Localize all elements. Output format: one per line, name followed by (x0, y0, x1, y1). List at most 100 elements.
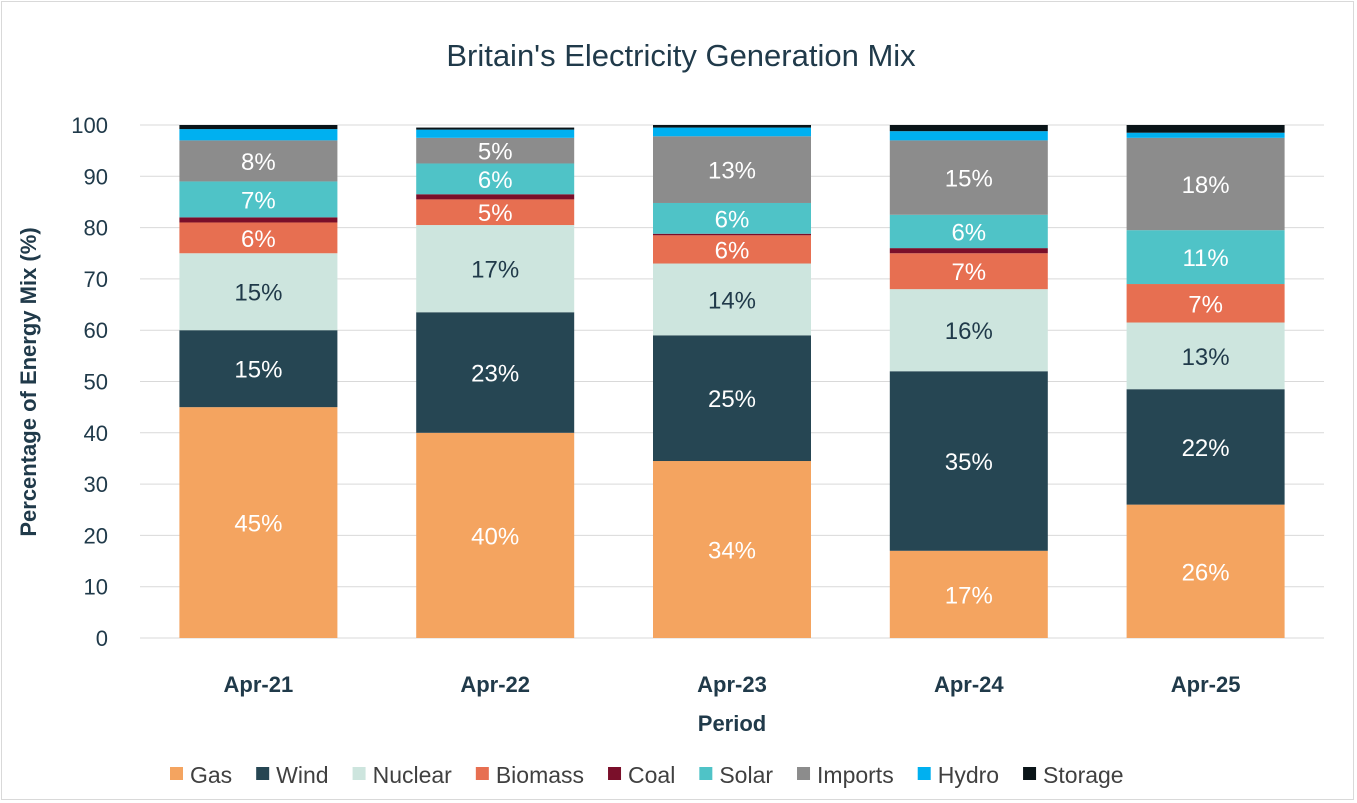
bar-segment (1126, 132, 1285, 138)
bar-segment (416, 129, 575, 138)
legend-entry: Wind (276, 762, 328, 788)
bar-segment (889, 214, 1048, 249)
legend-swatch (1023, 767, 1037, 780)
data-label: 6% (715, 206, 750, 233)
y-tick-label: 10 (84, 575, 108, 600)
bar-segment (416, 137, 575, 164)
bar-segment (179, 330, 338, 408)
y-tick-label: 0 (96, 626, 108, 651)
data-label: 40% (471, 523, 519, 550)
y-tick-label: 80 (84, 216, 108, 241)
x-tick-label: Apr-23 (697, 672, 767, 697)
legend-swatch (917, 767, 931, 780)
bar-segment (889, 371, 1048, 551)
bars (179, 125, 1285, 638)
bar-segment (1126, 284, 1285, 323)
data-label: 6% (478, 167, 513, 194)
y-tick-label: 70 (84, 267, 108, 292)
data-label: 23% (471, 361, 519, 388)
bar-segment (179, 253, 338, 331)
bar-segment (653, 335, 811, 462)
bar-segment (179, 222, 338, 254)
bar-segment (179, 125, 338, 130)
bar-segment (653, 263, 811, 336)
legend-swatch (608, 767, 622, 780)
legend-entry: Storage (1043, 762, 1124, 788)
bar-segment (889, 131, 1048, 141)
x-tick-label: Apr-22 (460, 672, 530, 697)
legend-swatch (352, 767, 366, 780)
x-axis-ticks: Apr-21 Apr-22 Apr-23 Apr-24 Apr-25 (224, 672, 1241, 697)
data-label: 7% (1188, 291, 1223, 318)
bar-segment (1126, 504, 1285, 638)
bar-segment (653, 202, 811, 234)
x-tick-label: Apr-25 (1171, 672, 1241, 697)
bar-segment (416, 194, 575, 200)
bar-segment (653, 233, 811, 236)
bar-segment (889, 125, 1048, 132)
y-tick-label: 90 (84, 164, 108, 189)
bar-segment (179, 129, 338, 141)
bar-segment (653, 235, 811, 264)
chart-title: Britain's Electricity Generation Mix (446, 38, 916, 73)
bar-segment (889, 248, 1048, 254)
data-label: 26% (1182, 559, 1230, 586)
data-label: 45% (234, 511, 282, 538)
bar-segment (889, 289, 1048, 372)
data-label: 7% (241, 187, 276, 214)
data-label: 7% (951, 259, 986, 286)
bar-segment (416, 199, 575, 226)
data-label: 13% (708, 158, 756, 185)
x-axis-label: Period (698, 711, 766, 736)
y-axis-label: Percentage of Energy Mix (%) (16, 227, 41, 536)
bar-segment (179, 181, 338, 218)
data-label: 6% (241, 226, 276, 253)
legend-swatch (797, 767, 811, 780)
x-tick-label: Apr-21 (224, 672, 294, 697)
data-labels: 45%15%15%6%7%8%40%23%17%5%6%5%34%25%14%6… (234, 139, 1229, 610)
data-label: 17% (471, 257, 519, 284)
y-tick-label: 40 (84, 421, 108, 446)
bar-segment (179, 407, 338, 638)
bar-segment (416, 432, 575, 638)
bar-segment (416, 127, 575, 130)
bar-segment (889, 140, 1048, 215)
data-label: 15% (234, 357, 282, 384)
bar-segment (889, 253, 1048, 290)
legend-entry: Solar (719, 762, 773, 788)
legend-swatch (475, 767, 489, 780)
legend-entry: Biomass (496, 762, 584, 788)
legend-entry: Hydro (938, 762, 999, 788)
bar-segment (416, 163, 575, 195)
y-tick-label: 30 (84, 472, 108, 497)
data-label: 17% (945, 582, 993, 609)
y-tick-label: 60 (84, 318, 108, 343)
bar-segment (653, 136, 811, 203)
data-label: 13% (1182, 344, 1230, 371)
bar-segment (416, 225, 575, 313)
data-label: 15% (945, 166, 993, 193)
data-label: 22% (1182, 435, 1230, 462)
data-label: 5% (478, 200, 513, 227)
data-label: 35% (945, 449, 993, 476)
data-label: 25% (708, 386, 756, 413)
bar-segment (653, 461, 811, 638)
bar-segment (179, 140, 338, 182)
bar-segment (179, 217, 338, 223)
data-label: 15% (234, 280, 282, 307)
bar-segment (653, 127, 811, 137)
y-tick-label: 100 (71, 113, 108, 138)
legend-swatch (170, 767, 183, 780)
data-label: 11% (1182, 245, 1228, 272)
bar-segment (1126, 230, 1285, 285)
legend-entry: Nuclear (373, 762, 453, 788)
bar-segment (1126, 389, 1285, 505)
y-tick-label: 50 (84, 370, 108, 395)
bar-segment (416, 312, 575, 433)
data-label: 34% (708, 538, 756, 565)
data-label: 16% (945, 318, 993, 345)
data-label: 8% (241, 149, 276, 176)
data-label: 6% (715, 237, 750, 264)
